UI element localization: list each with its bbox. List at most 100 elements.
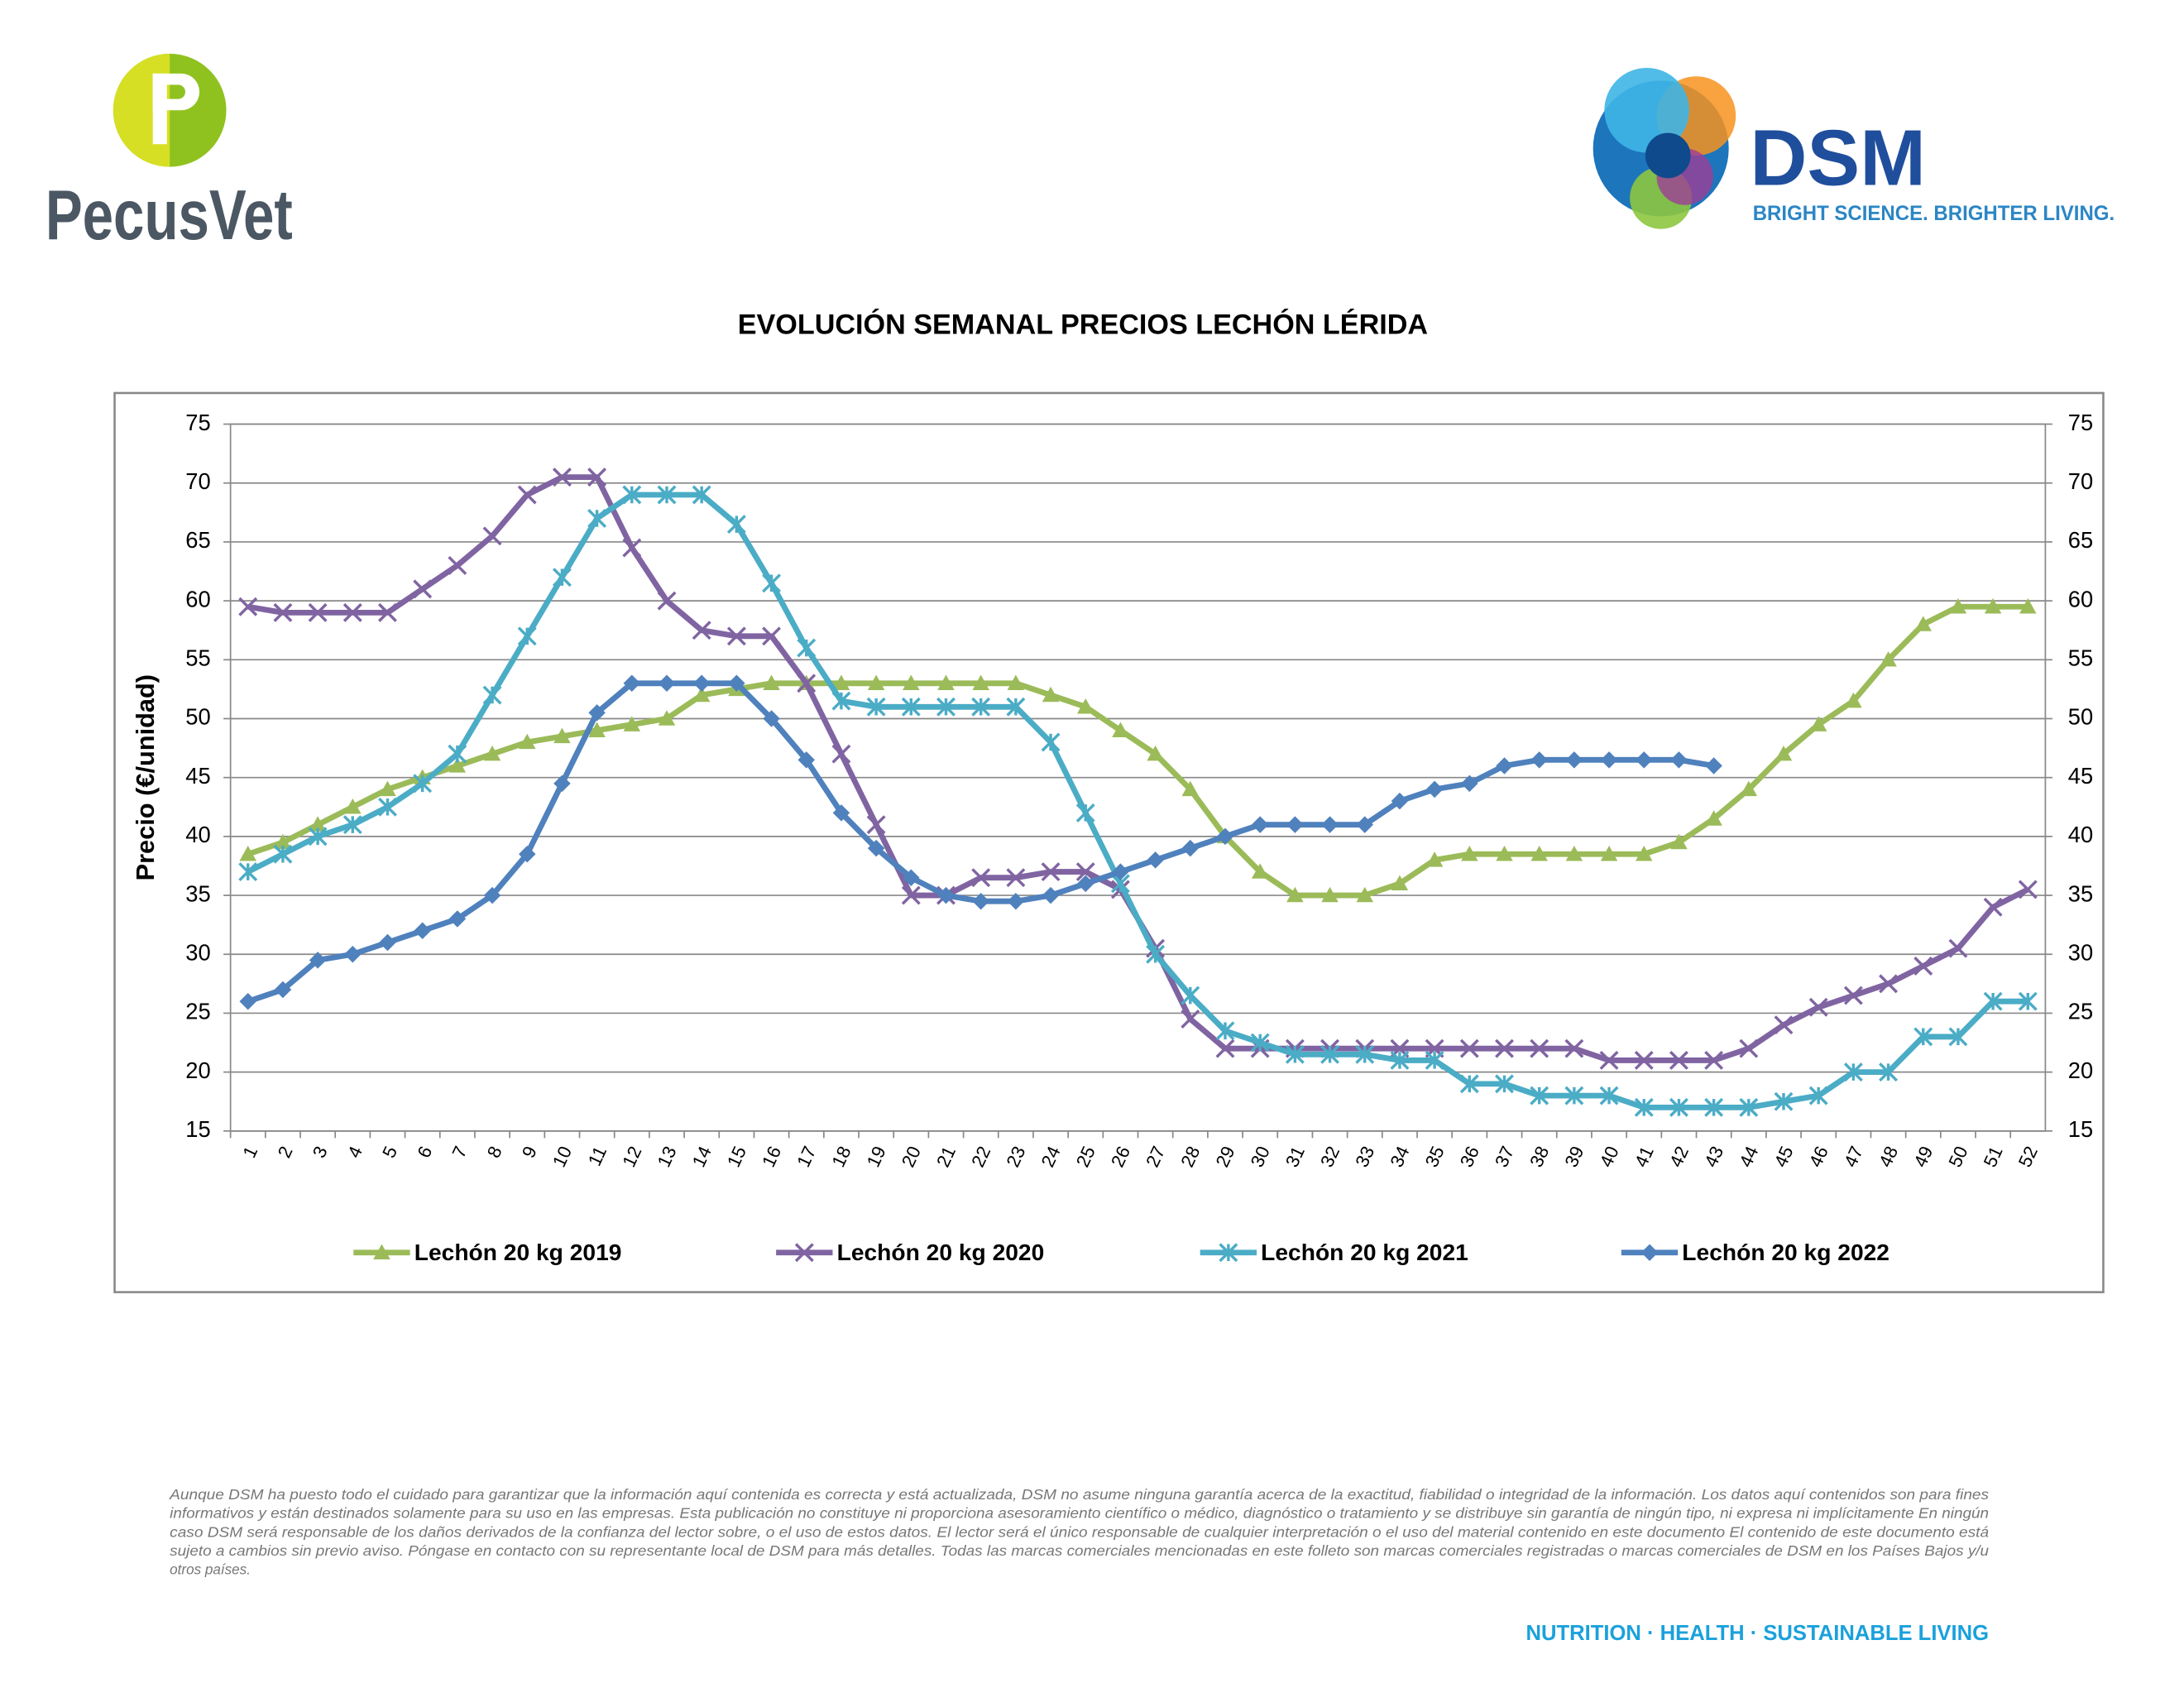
marker (1530, 751, 1548, 769)
x-tick-label: 3 (309, 1143, 332, 1161)
marker (797, 638, 817, 658)
marker (1355, 1044, 1375, 1064)
chart-frame (113, 391, 2105, 1293)
marker (867, 674, 885, 690)
marker (1705, 757, 1722, 774)
marker (273, 844, 293, 864)
x-tick-label: 44 (1735, 1143, 1762, 1170)
marker (1147, 745, 1164, 761)
marker (1459, 1038, 1479, 1058)
marker (1913, 957, 1933, 976)
y2-tick-label: 50 (2068, 704, 2093, 730)
marker (1215, 1021, 1235, 1041)
marker (832, 804, 850, 822)
x-tick-label: 18 (828, 1143, 855, 1170)
x-tick-label: 1 (239, 1143, 262, 1161)
y2-tick-label: 15 (2068, 1116, 2093, 1142)
marker (587, 468, 607, 487)
marker (518, 733, 536, 750)
x-tick-label: 41 (1631, 1143, 1658, 1170)
x-tick-label: 42 (1665, 1143, 1693, 1170)
marker (1913, 1027, 1933, 1047)
series-line (247, 603, 2028, 899)
y-tick-label: 45 (185, 763, 210, 789)
marker (552, 568, 572, 587)
marker (1425, 851, 1444, 867)
x-tick-label: 11 (584, 1143, 611, 1168)
marker (1495, 1038, 1514, 1058)
marker (831, 744, 851, 764)
marker (238, 597, 258, 616)
marker (867, 839, 885, 857)
legend-item: Lechón 20 kg 2020 (776, 1239, 1044, 1265)
marker (308, 827, 328, 846)
marker (1042, 686, 1060, 703)
marker (553, 727, 571, 744)
marker (1042, 886, 1060, 904)
marker (1879, 974, 1899, 994)
y2-tick-label: 30 (2068, 939, 2093, 965)
marker (2018, 991, 2038, 1011)
marker (1219, 1243, 1238, 1263)
marker (937, 674, 955, 690)
x-tick-label: 51 (1980, 1143, 2007, 1170)
marker (1843, 985, 1863, 1005)
marker (1600, 751, 1618, 769)
marker (726, 626, 746, 646)
x-tick-label: 25 (1072, 1143, 1099, 1170)
marker (1914, 616, 1933, 631)
y2-tick-label: 35 (2068, 880, 2093, 906)
marker (373, 1244, 390, 1259)
marker (1495, 1074, 1514, 1094)
y2-tick-label: 65 (2068, 527, 2093, 553)
marker (1600, 845, 1618, 861)
x-tick-label: 26 (1107, 1143, 1134, 1170)
x-tick-label: 22 (967, 1143, 994, 1170)
legend-label: Lechón 20 kg 2019 (414, 1239, 622, 1265)
marker (1461, 774, 1478, 793)
marker (1949, 597, 1967, 614)
marker (1530, 845, 1548, 861)
marker (1320, 1044, 1340, 1064)
dsm-wordmark: DSM (1750, 113, 1926, 202)
marker (588, 722, 606, 737)
marker (482, 526, 502, 546)
marker (1181, 985, 1200, 1005)
marker (1774, 1091, 1794, 1111)
y-tick-label: 55 (185, 645, 210, 671)
marker (1843, 1062, 1863, 1082)
x-tick-label: 33 (1351, 1143, 1378, 1170)
legend-item: Lechón 20 kg 2022 (1621, 1239, 1889, 1265)
marker (344, 798, 362, 814)
marker (1181, 780, 1200, 797)
marker (1215, 1038, 1235, 1058)
x-tick-label: 7 (448, 1143, 472, 1161)
marker (238, 862, 258, 882)
y-tick-label: 25 (185, 999, 210, 1024)
marker (1251, 816, 1269, 833)
x-tick-label: 40 (1596, 1143, 1623, 1170)
marker (1983, 897, 2003, 917)
footer-slogan: NUTRITION · HEALTH · SUSTAINABLE LIVING (1525, 1622, 1989, 1645)
marker (1496, 845, 1513, 861)
x-tick-label: 50 (1945, 1143, 1972, 1170)
x-tick-label: 2 (274, 1143, 297, 1161)
marker (239, 845, 256, 861)
y-tick-label: 75 (185, 410, 210, 435)
marker (1216, 827, 1234, 846)
marker (1425, 780, 1444, 798)
x-tick-label: 4 (343, 1143, 366, 1161)
marker (692, 621, 711, 640)
marker (622, 538, 642, 558)
marker (762, 626, 782, 646)
marker (1390, 1050, 1410, 1070)
marker (1640, 1244, 1659, 1262)
x-tick-label: 10 (548, 1143, 576, 1170)
x-tick-label: 36 (1456, 1143, 1483, 1170)
x-tick-label: 19 (863, 1143, 890, 1170)
marker (308, 602, 328, 622)
marker (1739, 1097, 1759, 1117)
marker (1880, 651, 1897, 667)
marker (1006, 697, 1026, 717)
x-tick-label: 28 (1176, 1143, 1204, 1170)
